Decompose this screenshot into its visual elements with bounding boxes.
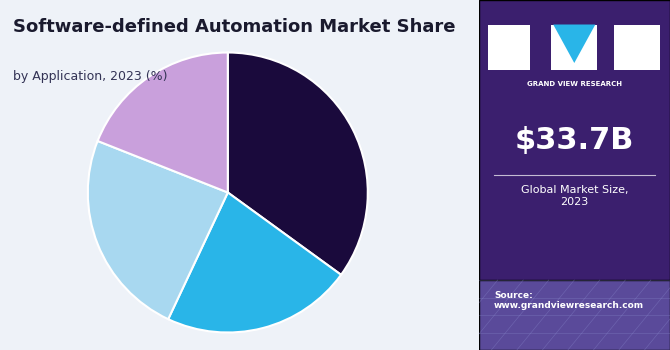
Text: Software-defined Automation Market Share: Software-defined Automation Market Share <box>13 18 456 35</box>
Text: Source:
www.grandviewresearch.com: Source: www.grandviewresearch.com <box>494 290 644 310</box>
FancyBboxPatch shape <box>551 25 597 70</box>
Text: $33.7B: $33.7B <box>515 126 634 154</box>
Wedge shape <box>228 52 368 275</box>
FancyBboxPatch shape <box>478 280 670 350</box>
Polygon shape <box>553 25 596 63</box>
Text: Global Market Size,
2023: Global Market Size, 2023 <box>521 186 628 207</box>
Wedge shape <box>98 52 228 192</box>
FancyBboxPatch shape <box>614 25 661 70</box>
Text: GRAND VIEW RESEARCH: GRAND VIEW RESEARCH <box>527 80 622 86</box>
FancyBboxPatch shape <box>478 0 670 350</box>
Text: by Application, 2023 (%): by Application, 2023 (%) <box>13 70 168 83</box>
FancyBboxPatch shape <box>488 25 530 70</box>
Wedge shape <box>168 193 341 332</box>
Wedge shape <box>88 141 228 319</box>
